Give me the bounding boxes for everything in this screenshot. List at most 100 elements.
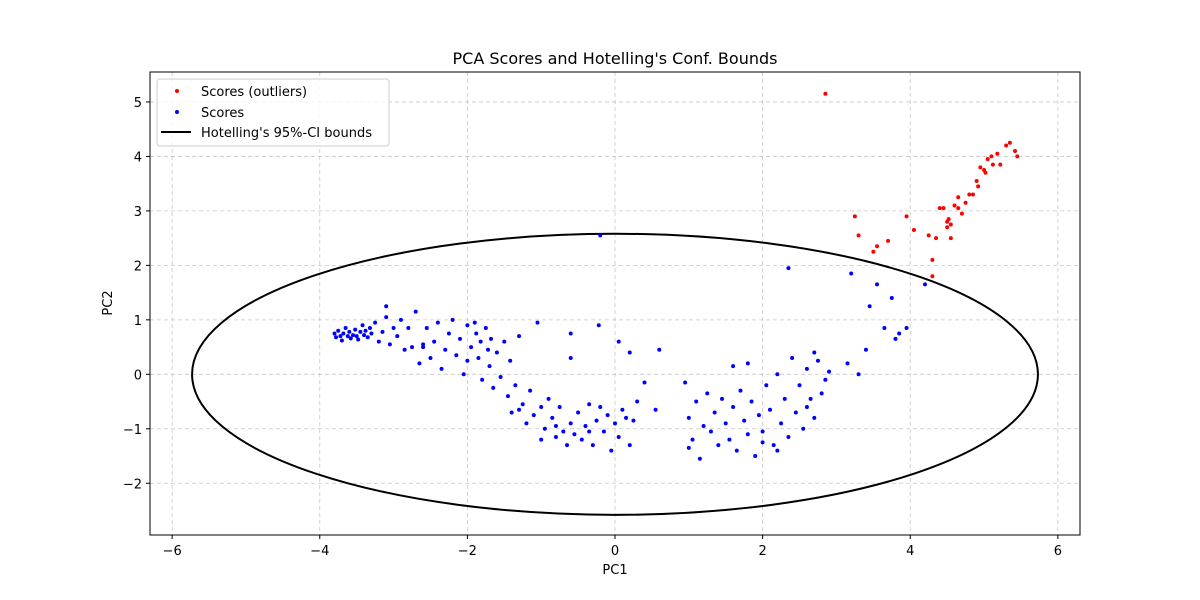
score-point [354,334,359,339]
score-point [572,432,577,437]
score-point [539,437,544,442]
score-point [587,402,592,407]
outlier-point [963,200,968,205]
score-point [731,364,736,369]
score-point [690,437,695,442]
outlier-point [856,233,861,238]
score-point [565,443,570,448]
legend-marker-scores [175,110,179,114]
score-point [716,443,721,448]
score-point [819,391,824,396]
score-point [889,296,894,301]
outlier-point [978,165,983,170]
score-point [568,355,573,360]
score-point [443,347,448,352]
y-axis-title: PC2 [101,290,116,315]
outlier-point [976,184,981,189]
outlier-point [967,192,972,197]
score-point [486,347,491,352]
score-point [804,404,809,409]
score-point [605,413,610,418]
score-point [348,336,353,341]
score-point [446,331,451,336]
score-point [483,326,488,331]
score-point [882,326,887,331]
outlier-point [1007,140,1012,145]
score-point [402,347,407,352]
score-point [363,328,368,333]
score-point [373,320,378,325]
outlier-point [983,170,988,175]
score-point [432,339,437,344]
score-point [424,326,429,331]
score-point [734,448,739,453]
score-point [579,437,584,442]
outlier-point [945,225,950,230]
score-point [815,358,820,363]
outlier-point [871,249,876,254]
y-tick-label: 0 [134,368,142,383]
confidence-ellipse-layer [191,232,1039,516]
score-point [768,407,772,412]
score-point [350,333,355,338]
outlier-point [911,227,916,232]
score-point [657,347,662,352]
score-point [454,353,459,358]
outlier-point [1015,154,1020,159]
score-point [553,424,558,429]
y-tick-label: 5 [134,96,142,111]
score-point [793,410,798,415]
score-point [539,404,544,409]
x-tick-label: 4 [906,544,914,559]
score-point [594,418,599,423]
score-point [653,407,658,412]
score-point [491,385,496,390]
score-point [616,434,621,439]
score-point [616,339,621,344]
score-point [472,320,477,325]
x-tick-label: −2 [458,544,477,559]
outlier-point [990,162,995,167]
score-point [508,358,513,363]
y-tick-label: 1 [134,314,142,329]
score-point [745,432,750,437]
score-point [336,328,341,333]
score-point [520,402,525,407]
outlier-point [941,206,946,211]
score-point [598,233,603,238]
score-point [435,320,440,325]
score-point [601,429,606,434]
outlier-point [904,214,909,219]
points-layer [332,91,1020,461]
score-point [904,326,909,331]
score-point [624,415,629,420]
score-point [398,317,403,322]
score-point [697,456,702,461]
score-point [528,388,533,393]
y-tick-label: −2 [123,477,142,492]
score-point [413,309,418,314]
outlier-point [926,233,931,238]
legend-label-ellipse: Hotelling's 95%-CI bounds [201,126,372,141]
score-point [642,380,647,385]
score-point [353,327,358,332]
score-point [738,388,743,393]
chart-title: PCA Scores and Hotelling's Conf. Bounds [453,49,778,68]
score-point [502,339,507,344]
score-point [760,429,765,434]
score-point [365,335,370,340]
score-point [517,407,522,412]
x-tick-label: 6 [1054,544,1062,559]
score-point [686,445,691,450]
score-point [557,404,562,409]
outlier-point [948,236,953,241]
score-point [332,331,337,336]
outlier-point [934,236,939,241]
score-point [474,331,479,336]
legend-box [156,78,390,147]
score-point [764,383,769,388]
score-point [356,337,361,342]
legend-label-outliers: Scores (outliers) [201,85,307,100]
